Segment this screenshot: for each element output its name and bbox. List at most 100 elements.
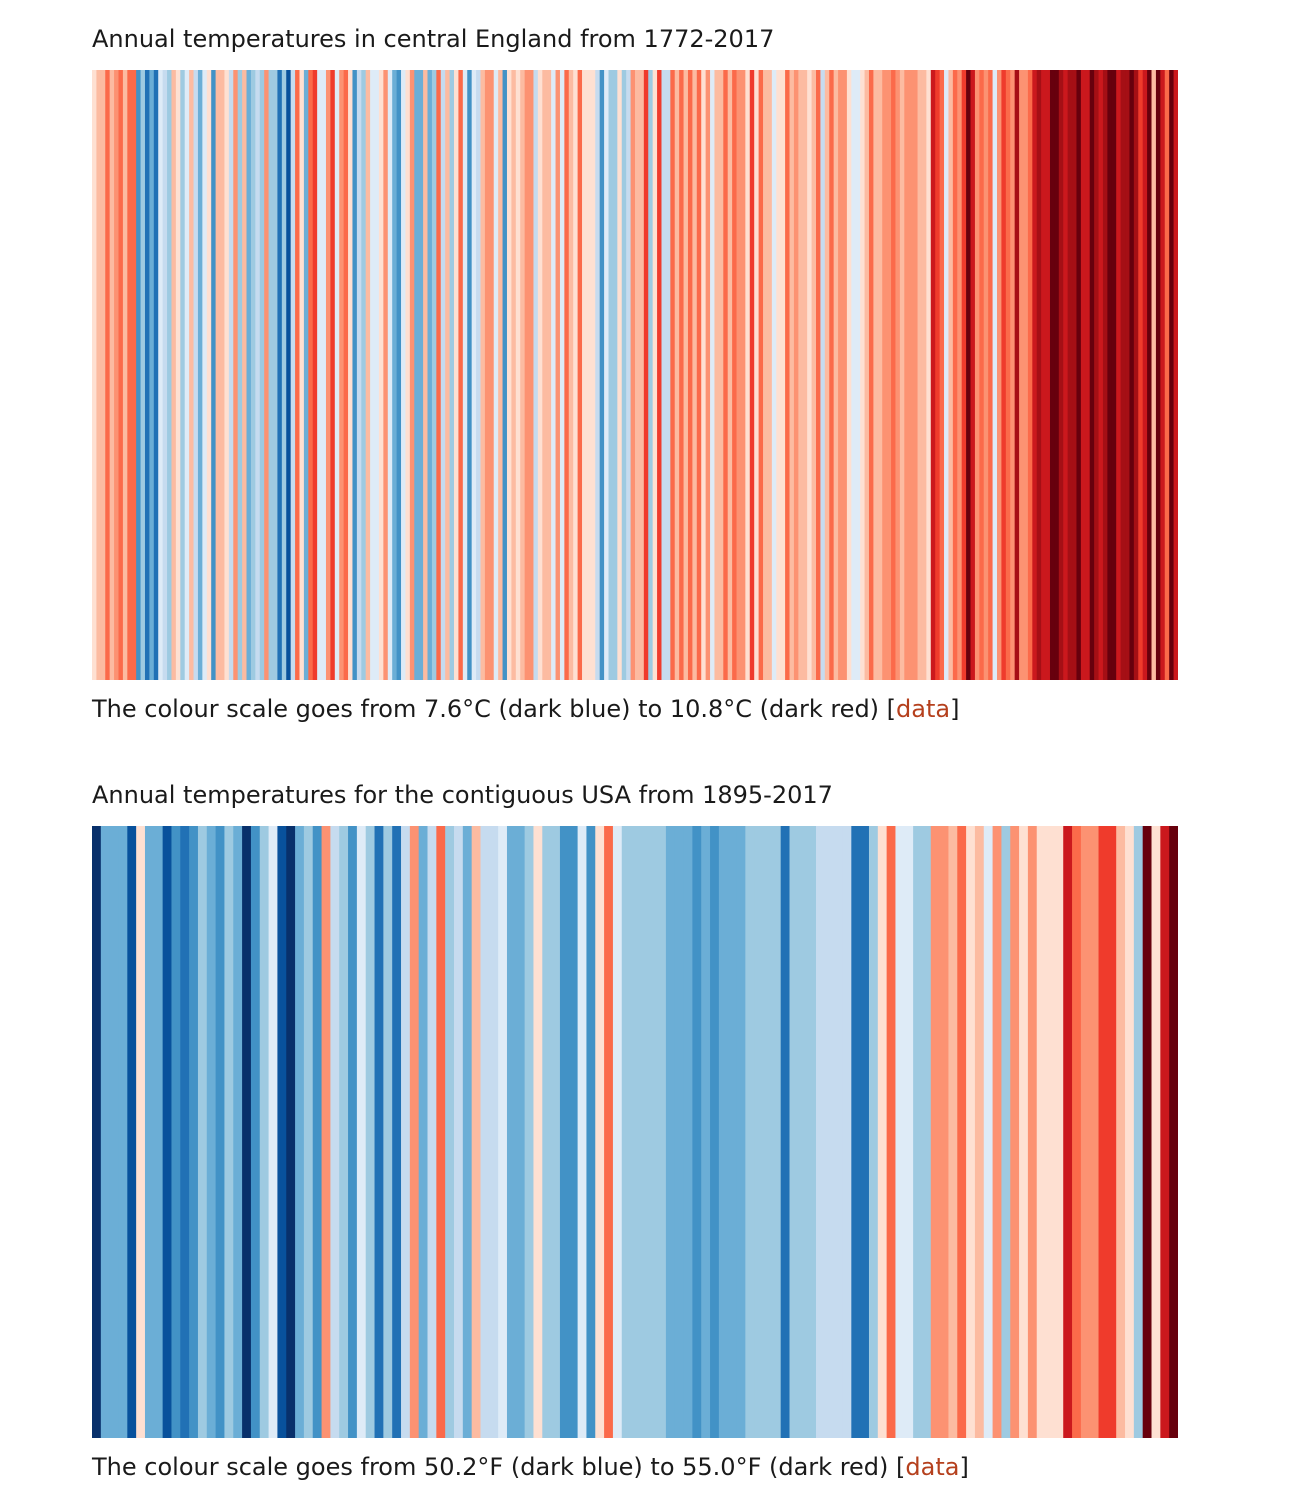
england-stripe-1867 — [511, 70, 517, 680]
england-stripe-1992 — [1063, 70, 1069, 680]
england-stripe-1806 — [242, 70, 248, 680]
usa-stripe-1987 — [904, 826, 914, 1438]
england-stripe-1835 — [370, 70, 376, 680]
usa-chart-caption: The colour scale goes from 50.2°F (dark … — [92, 1450, 1178, 1484]
usa-caption-bracket-close: ] — [959, 1453, 969, 1481]
england-stripe-1785 — [149, 70, 155, 680]
england-stripe-1813 — [273, 70, 279, 680]
england-stripe-1973 — [979, 70, 985, 680]
usa-stripe-1995 — [974, 826, 985, 1438]
england-stripe-1887 — [599, 70, 605, 680]
usa-stripe-1930 — [401, 826, 411, 1438]
england-stripe-1989 — [1049, 70, 1055, 680]
england-data-link[interactable]: data — [896, 695, 951, 723]
england-stripe-1906 — [683, 70, 689, 680]
england-stripe-1856 — [462, 70, 468, 680]
usa-stripe-1976 — [807, 826, 817, 1438]
usa-stripe-1917 — [286, 826, 296, 1438]
england-stripe-1873 — [537, 70, 543, 680]
england-stripe-1924 — [763, 70, 769, 680]
england-stripe-2007 — [1129, 70, 1135, 680]
england-stripe-1866 — [506, 70, 512, 680]
england-stripe-1818 — [295, 70, 301, 680]
england-stripe-2014 — [1160, 70, 1166, 680]
england-stripe-1791 — [175, 70, 181, 680]
usa-stripe-1918 — [295, 826, 305, 1438]
england-stripe-1919 — [740, 70, 746, 680]
england-stripe-1808 — [250, 70, 256, 680]
england-stripe-1883 — [582, 70, 588, 680]
england-stripe-1853 — [449, 70, 455, 680]
usa-stripe-1969 — [745, 826, 755, 1438]
england-stripe-1836 — [374, 70, 380, 680]
usa-stripe-1908 — [206, 826, 217, 1438]
usa-stripe-1926 — [365, 826, 376, 1438]
england-stripe-1800 — [215, 70, 221, 680]
england-stripe-1852 — [445, 70, 451, 680]
usa-stripe-1971 — [763, 826, 773, 1438]
england-stripe-1857 — [467, 70, 473, 680]
usa-stripe-1920 — [312, 826, 323, 1438]
england-stripe-1817 — [290, 70, 296, 680]
england-stripe-1978 — [1001, 70, 1007, 680]
england-stripe-1847 — [423, 70, 429, 680]
england-stripe-1773 — [96, 70, 102, 680]
usa-stripe-1929 — [392, 826, 402, 1438]
england-stripe-1912 — [710, 70, 716, 680]
england-stripe-1809 — [255, 70, 261, 680]
england-stripe-1894 — [630, 70, 636, 680]
england-stripe-1944 — [851, 70, 857, 680]
england-stripe-1797 — [202, 70, 208, 680]
england-stripe-1943 — [846, 70, 852, 680]
usa-stripe-1985 — [886, 826, 897, 1438]
usa-chart: Annual temperatures for the contiguous U… — [92, 778, 1178, 1484]
england-stripe-1842 — [401, 70, 407, 680]
england-stripe-1911 — [705, 70, 711, 680]
usa-stripe-1936 — [454, 826, 464, 1438]
england-stripe-1841 — [396, 70, 402, 680]
england-stripe-1910 — [701, 70, 707, 680]
england-stripe-1974 — [983, 70, 989, 680]
england-stripe-1816 — [286, 70, 292, 680]
england-stripe-1823 — [317, 70, 323, 680]
england-stripe-1783 — [140, 70, 146, 680]
usa-stripe-1978 — [824, 826, 835, 1438]
england-stripe-1907 — [687, 70, 693, 680]
usa-stripe-2006 — [1072, 826, 1082, 1438]
usa-stripe-1899 — [127, 826, 137, 1438]
usa-stripe-1928 — [383, 826, 393, 1438]
england-stripe-1833 — [361, 70, 367, 680]
usa-stripe-2014 — [1142, 826, 1153, 1438]
england-stripe-1825 — [325, 70, 331, 680]
usa-data-link[interactable]: data — [905, 1453, 960, 1481]
england-stripe-1790 — [171, 70, 177, 680]
usa-stripe-1990 — [930, 826, 941, 1438]
england-stripe-1979 — [1005, 70, 1011, 680]
england-stripe-1990 — [1054, 70, 1060, 680]
england-stripe-1953 — [891, 70, 897, 680]
england-stripe-1987 — [1041, 70, 1047, 680]
usa-stripe-1906 — [189, 826, 199, 1438]
usa-stripe-2004 — [1054, 826, 1064, 1438]
england-stripe-1868 — [515, 70, 521, 680]
usa-stripe-1914 — [259, 826, 270, 1438]
england-stripe-1928 — [780, 70, 786, 680]
england-stripe-1837 — [378, 70, 384, 680]
england-stripe-1971 — [970, 70, 976, 680]
england-stripe-1982 — [1019, 70, 1025, 680]
england-stripe-1859 — [476, 70, 482, 680]
usa-stripe-2000 — [1019, 826, 1029, 1438]
usa-stripe-1932 — [418, 826, 429, 1438]
usa-stripe-1937 — [462, 826, 473, 1438]
england-stripe-1908 — [692, 70, 698, 680]
usa-stripe-1934 — [436, 826, 446, 1438]
england-stripe-1934 — [807, 70, 813, 680]
usa-stripe-1989 — [921, 826, 932, 1438]
usa-stripe-1948 — [559, 826, 570, 1438]
england-stripe-1792 — [180, 70, 186, 680]
england-stripe-1802 — [224, 70, 230, 680]
usa-stripe-2003 — [1045, 826, 1055, 1438]
england-stripe-1920 — [745, 70, 751, 680]
england-chart: Annual temperatures in central England f… — [92, 22, 1178, 726]
england-stripe-1938 — [824, 70, 830, 680]
